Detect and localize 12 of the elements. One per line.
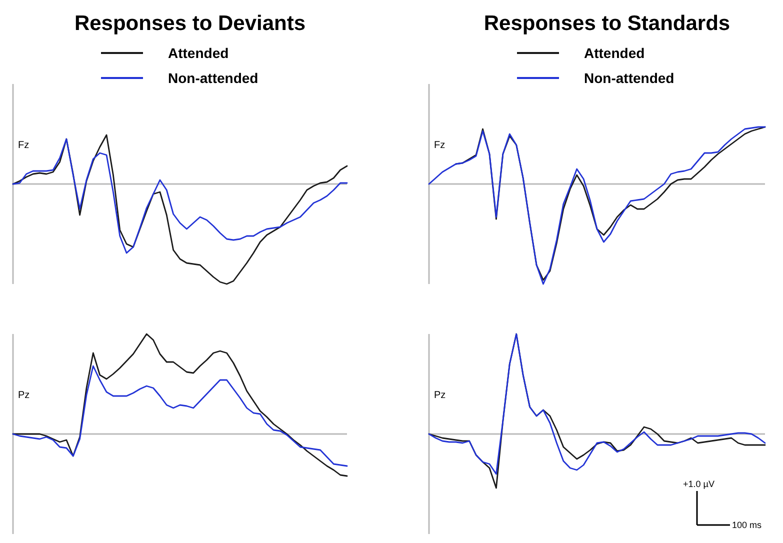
text: 100 ms xyxy=(732,520,762,530)
annotation: +1.0 µV xyxy=(683,479,714,489)
y-axis-title: Fz xyxy=(434,140,446,151)
y-axis-title: Fz xyxy=(18,140,30,151)
y-axis-title: Pz xyxy=(434,390,446,401)
chart-title: Responses to Standards xyxy=(484,12,730,35)
y-axis-title: Pz xyxy=(18,390,30,401)
legend-label: Attended xyxy=(168,45,229,61)
legend-label: Non-attended xyxy=(168,70,258,86)
chart-title: Responses to Deviants xyxy=(74,12,306,35)
legend-label: Attended xyxy=(584,45,645,61)
legend-label: Non-attended xyxy=(584,70,674,86)
